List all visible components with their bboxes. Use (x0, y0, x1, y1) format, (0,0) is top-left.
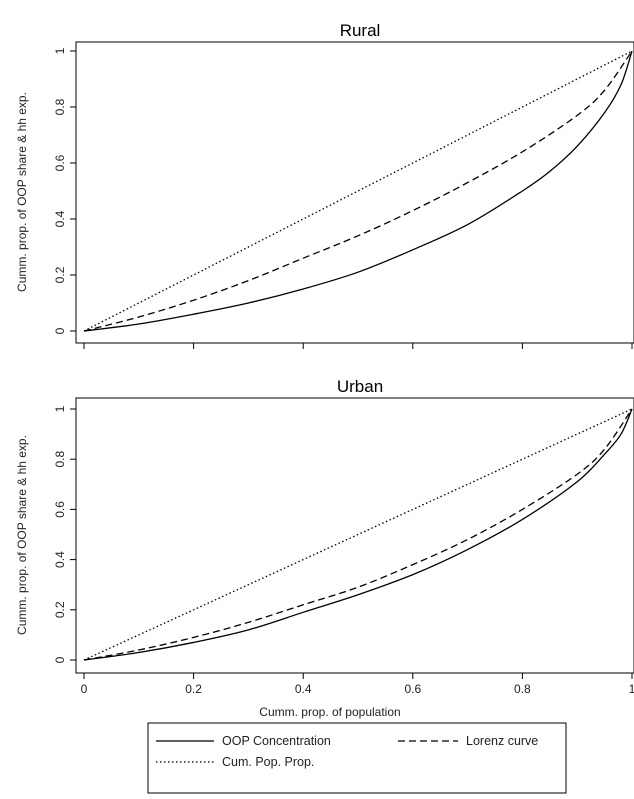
legend: OOP Concentration Lorenz curve Cum. Pop.… (147, 722, 567, 794)
urban-y-tick-label: 1 (53, 405, 67, 412)
legend-label-oop-concentration: OOP Concentration (222, 734, 331, 748)
urban-y-axis-label: Cumm. prop. of OOP share & hh exp. (15, 435, 29, 635)
urban-title: Urban (337, 377, 383, 396)
urban-series-cum-pop-prop (83, 408, 633, 661)
legend-box (147, 722, 567, 794)
rural-plot-frame (75, 41, 634, 344)
rural-y-tick-label: 1 (53, 47, 67, 54)
rural-series-cum-pop-prop (83, 50, 633, 332)
rural-panel: Rural Cumm. prop. of OOP share & hh exp.… (15, 21, 634, 349)
rural-y-axis-label: Cumm. prop. of OOP share & hh exp. (15, 92, 29, 292)
urban-x-tick-label: 0.6 (404, 682, 421, 696)
rural-y-tick-label: 0.6 (53, 154, 67, 171)
rural-y-tick-label: 0.4 (53, 210, 67, 227)
rural-series-lorenz-curve (83, 50, 633, 332)
urban-x-ticks: 0 0.2 0.4 0.6 0.8 1 (81, 673, 634, 696)
rural-x-ticks (83, 343, 633, 349)
urban-plot-frame (75, 397, 634, 674)
urban-y-tick-label: 0.6 (53, 501, 67, 518)
rural-title: Rural (340, 21, 381, 40)
rural-y-tick-label: 0.2 (53, 266, 67, 283)
rural-y-ticks: 0 0.2 0.4 0.6 0.8 1 (53, 47, 76, 334)
urban-x-tick-label: 1 (629, 682, 634, 696)
rural-series-oop-concentration (83, 50, 633, 332)
urban-y-tick-label: 0.8 (53, 451, 67, 468)
urban-y-tick-label: 0.2 (53, 601, 67, 618)
rural-series (83, 50, 633, 332)
urban-x-tick-label: 0 (81, 682, 88, 696)
urban-x-tick-label: 0.8 (514, 682, 531, 696)
urban-series-lorenz-curve (83, 408, 633, 661)
rural-y-tick-label: 0.8 (53, 98, 67, 115)
legend-label-lorenz-curve: Lorenz curve (466, 734, 538, 748)
urban-y-ticks: 0 0.2 0.4 0.6 0.8 1 (53, 405, 76, 663)
urban-series-oop-concentration (83, 408, 633, 661)
urban-panel: Urban Cumm. prop. of OOP share & hh exp.… (15, 377, 634, 719)
urban-x-tick-label: 0.4 (295, 682, 312, 696)
urban-x-tick-label: 0.2 (185, 682, 202, 696)
urban-series (83, 408, 633, 661)
urban-y-tick-label: 0 (53, 656, 67, 663)
rural-y-tick-label: 0 (53, 327, 67, 334)
x-axis-label: Cumm. prop. of population (259, 705, 400, 719)
legend-label-cum-pop-prop: Cum. Pop. Prop. (222, 755, 314, 769)
urban-y-tick-label: 0.4 (53, 551, 67, 568)
